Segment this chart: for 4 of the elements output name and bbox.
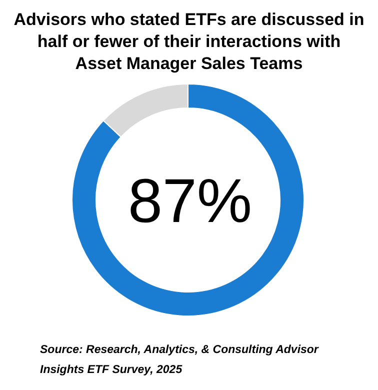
donut-slice [72, 84, 304, 316]
text: 87% [128, 167, 252, 236]
source-note: Source: Research, Analytics, & Consulting Advisor Insights ETF Survey, 2025 [40, 344, 319, 376]
chart-title: Advisors who stated ETFs are discussed in half or fewer of their interactions with Asset Manager Sales Teams [14, 10, 364, 73]
